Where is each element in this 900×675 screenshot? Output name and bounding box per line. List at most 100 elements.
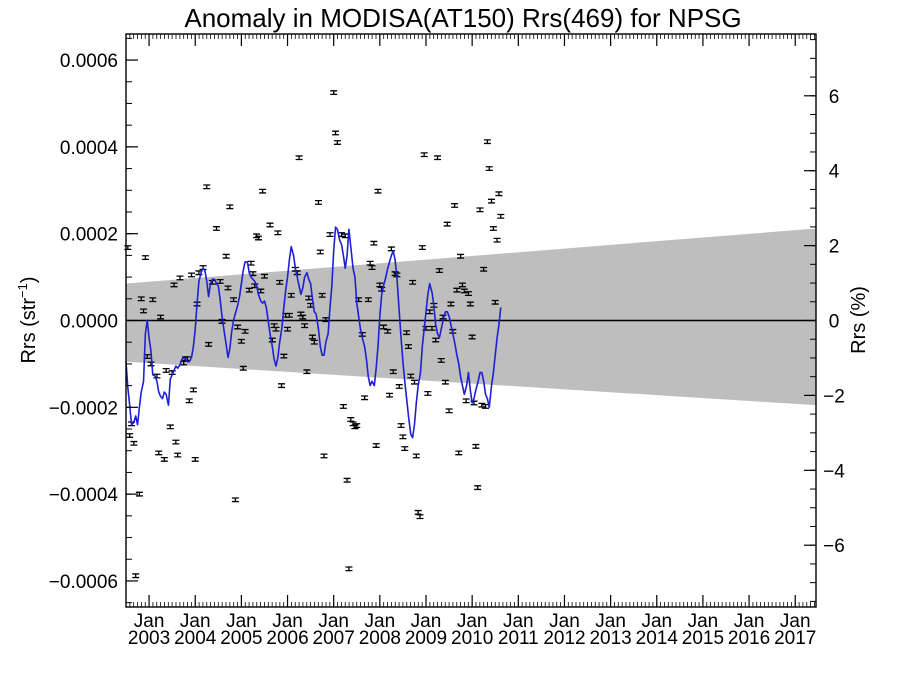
x-tick-year-label: 2013 <box>589 628 631 649</box>
data-point <box>188 272 196 278</box>
data-point <box>416 514 424 520</box>
right-tick-label: −2 <box>823 386 845 407</box>
data-point <box>376 282 384 288</box>
data-point <box>322 317 330 323</box>
data-point <box>260 273 268 279</box>
data-point <box>424 390 432 396</box>
data-point <box>135 491 143 497</box>
data-point <box>453 287 461 293</box>
data-point <box>216 278 224 284</box>
data-point <box>345 566 353 572</box>
data-point <box>259 188 267 194</box>
right-tick-label: 2 <box>829 237 840 258</box>
data-point <box>189 387 197 393</box>
data-point <box>170 282 178 288</box>
x-tick-month-label: Jan <box>365 611 396 632</box>
data-point <box>361 395 369 401</box>
data-point <box>409 279 417 285</box>
x-tick-year-label: 2014 <box>636 628 679 649</box>
x-tick-month-label: Jan <box>688 611 719 632</box>
left-tick-label: −0.0006 <box>49 572 118 593</box>
right-tick-label: 0 <box>829 312 840 333</box>
x-tick-year-label: 2009 <box>405 628 447 649</box>
x-tick-month-label: Jan <box>780 611 811 632</box>
data-point <box>495 191 503 197</box>
data-point <box>174 452 182 458</box>
data-point <box>339 404 347 409</box>
x-tick-month-label: Jan <box>180 611 211 632</box>
x-tick-year-label: 2003 <box>128 628 170 649</box>
left-tick-label: 0.0002 <box>60 225 118 246</box>
data-point <box>451 203 459 208</box>
data-point <box>274 230 282 236</box>
data-point <box>137 296 145 302</box>
data-point <box>234 324 242 330</box>
data-point <box>316 249 324 255</box>
x-tick-year-label: 2005 <box>220 628 262 649</box>
data-point <box>437 357 445 363</box>
right-axis-title: Rrs (%) <box>848 286 870 354</box>
data-point <box>132 573 140 579</box>
x-tick-year-label: 2004 <box>174 628 217 649</box>
data-point <box>231 497 239 503</box>
data-point <box>162 367 170 373</box>
data-point <box>414 509 422 515</box>
data-point <box>472 443 480 449</box>
x-tick-month-label: Jan <box>549 611 580 632</box>
data-point <box>447 301 455 307</box>
left-tick-label: 0.0000 <box>60 312 118 333</box>
data-point <box>418 245 426 251</box>
x-tick-month-label: Jan <box>641 611 672 632</box>
data-point <box>141 255 149 261</box>
x-tick-month-label: Jan <box>503 611 534 632</box>
data-point <box>485 166 493 172</box>
data-point <box>239 365 247 371</box>
data-point <box>254 235 262 241</box>
x-tick-year-label: 2017 <box>774 628 816 649</box>
data-point <box>384 328 392 334</box>
data-point <box>445 408 453 414</box>
data-point <box>155 450 163 456</box>
data-point <box>374 188 382 194</box>
data-point <box>191 456 199 462</box>
right-tick-label: −4 <box>823 461 845 482</box>
data-point <box>353 423 361 428</box>
plot-area: 0.0006 0.0004 0.0002 0.0000 −0.0002 −0.0004 −0… <box>49 33 845 649</box>
x-tick-year-label: 2010 <box>451 628 493 649</box>
data-point <box>366 260 374 266</box>
right-tick-label: 4 <box>829 162 840 183</box>
data-point <box>149 297 157 303</box>
data-point <box>272 326 280 332</box>
data-point <box>157 314 165 320</box>
x-tick-year-label: 2016 <box>728 628 770 649</box>
data-point <box>412 453 420 459</box>
data-point <box>395 384 403 389</box>
data-point <box>380 324 388 330</box>
data-point <box>368 265 376 270</box>
x-tick-month-label: Jan <box>134 611 165 632</box>
data-point <box>432 337 440 343</box>
data-point <box>205 341 213 347</box>
data-point <box>230 297 238 303</box>
left-axis-title-close: ) <box>18 276 40 283</box>
left-axis-title: Rrs (str−1) <box>15 276 40 363</box>
x-tick-month-label: Jan <box>595 611 626 632</box>
data-point <box>407 373 415 379</box>
data-point <box>247 260 255 266</box>
data-point <box>276 279 284 285</box>
data-point <box>320 453 328 459</box>
data-point <box>343 477 351 483</box>
data-point <box>474 485 482 491</box>
data-point <box>397 423 405 428</box>
data-point <box>299 314 307 320</box>
x-tick-month-label: Jan <box>272 611 303 632</box>
data-point <box>401 446 409 452</box>
data-point <box>287 292 295 298</box>
data-point <box>457 253 465 259</box>
x-tick-month-label: Jan <box>411 611 442 632</box>
data-point <box>476 207 484 213</box>
chart-title: Anomaly in MODISA(AT150) Rrs(469) for NP… <box>184 3 741 33</box>
data-point <box>326 232 334 237</box>
data-point <box>387 246 395 252</box>
x-tick-year-label: 2007 <box>313 628 355 649</box>
